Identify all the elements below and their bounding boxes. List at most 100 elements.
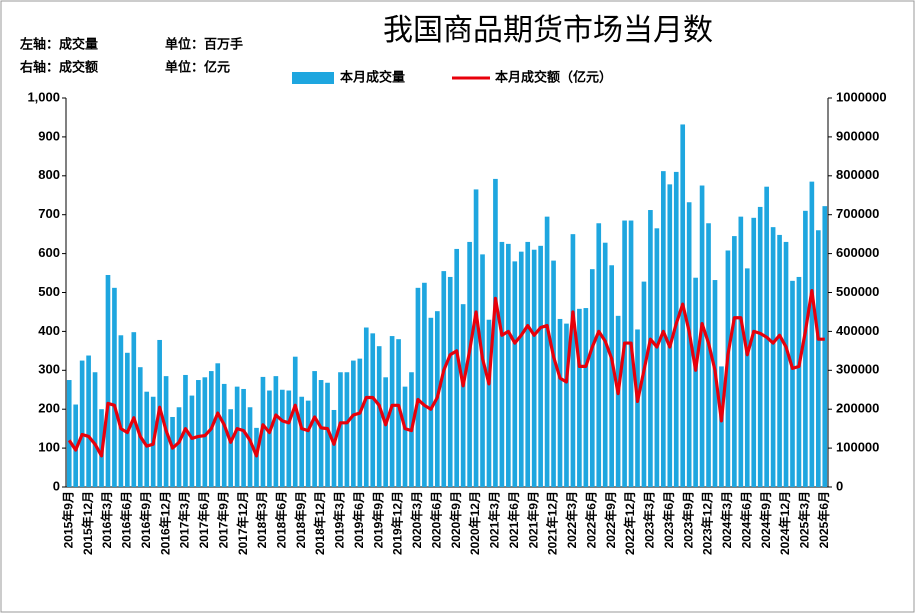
bar <box>447 276 453 487</box>
bar <box>822 206 828 487</box>
bar <box>422 282 427 487</box>
y-tick-label: 100 <box>38 440 60 455</box>
bar <box>396 339 401 487</box>
bar <box>506 243 511 487</box>
bar <box>686 202 692 487</box>
bar <box>525 241 531 487</box>
bar <box>363 327 369 487</box>
bar <box>228 409 233 487</box>
bar <box>415 287 421 487</box>
x-tick-label: 2025年3月 <box>797 491 812 548</box>
bar <box>176 407 182 487</box>
bar <box>538 245 543 487</box>
bar <box>796 276 802 487</box>
bar <box>783 241 789 487</box>
bar <box>234 386 240 487</box>
note: 左轴：成交量 <box>20 36 98 51</box>
y-tick-label: 500 <box>38 284 60 299</box>
bar <box>402 386 408 487</box>
bar <box>712 280 718 487</box>
bar <box>318 380 324 487</box>
bar <box>215 363 221 487</box>
bar <box>815 230 821 487</box>
bar <box>480 254 485 487</box>
bar <box>751 217 757 487</box>
bar <box>79 360 85 487</box>
y-tick-label: 0 <box>53 478 60 493</box>
x-tick-label: 2017年3月 <box>177 491 192 548</box>
bar <box>531 249 537 487</box>
bar <box>247 407 253 487</box>
bar <box>73 404 79 487</box>
x-tick-label: 2022年12月 <box>622 491 637 555</box>
bar <box>609 265 614 487</box>
x-tick-label: 2024年12月 <box>777 491 792 555</box>
x-tick-label: 2018年12月 <box>312 491 327 555</box>
bar <box>273 376 279 487</box>
bar <box>125 352 130 487</box>
bar <box>790 280 795 487</box>
bar <box>118 335 124 487</box>
bar <box>757 206 763 488</box>
bar <box>732 236 737 487</box>
x-tick-label: 2021年9月 <box>525 491 540 548</box>
bar <box>112 287 117 487</box>
bar <box>654 228 660 487</box>
y2-tick-label: 900000 <box>836 128 879 143</box>
y2-tick-label: 300000 <box>836 362 879 377</box>
x-tick-label: 2016年3月 <box>99 491 114 548</box>
bar <box>486 319 492 487</box>
y2-tick-label: 100000 <box>836 440 879 455</box>
bar <box>351 360 356 487</box>
x-tick-label: 2021年6月 <box>506 491 521 548</box>
bar <box>66 380 72 487</box>
x-tick-label: 2020年12月 <box>467 491 482 555</box>
x-tick-label: 2023年12月 <box>700 491 715 555</box>
bar <box>344 372 350 487</box>
x-tick-label: 2021年3月 <box>487 491 502 548</box>
x-tick-label: 2017年12月 <box>235 491 250 555</box>
bar <box>564 323 569 487</box>
bar <box>131 332 137 487</box>
y-tick-label: 300 <box>38 362 60 377</box>
legend-label: 本月成交量 <box>340 69 405 84</box>
bar <box>473 189 479 488</box>
chart-title: 我国商品期货市场当月数 <box>383 13 713 48</box>
x-tick-label: 2018年3月 <box>254 491 269 548</box>
y2-tick-label: 1000000 <box>836 89 887 104</box>
bar <box>615 315 621 487</box>
x-tick-label: 2024年6月 <box>738 491 753 548</box>
bar <box>596 223 602 487</box>
bar <box>803 210 808 487</box>
x-tick-label: 2020年6月 <box>428 491 443 548</box>
x-tick-label: 2021年12月 <box>545 491 560 555</box>
bar <box>202 377 208 487</box>
bar <box>292 356 298 487</box>
y-tick-label: 200 <box>38 401 60 416</box>
bar <box>770 227 776 487</box>
bar <box>286 390 292 487</box>
x-tick-label: 2025年6月 <box>816 491 831 548</box>
bar <box>312 371 317 487</box>
x-tick-label: 2022年6月 <box>583 491 598 548</box>
bar <box>641 281 647 487</box>
bar <box>305 400 311 487</box>
line <box>67 288 825 458</box>
bar <box>777 234 782 487</box>
x-tick-label: 2024年9月 <box>758 491 773 548</box>
x-tick-label: 2016年6月 <box>119 491 134 548</box>
bar <box>661 171 666 487</box>
y2-tick-label: 0 <box>836 478 843 493</box>
x-tick-label: 2016年9月 <box>138 491 153 548</box>
x-tick-label: 2022年9月 <box>603 491 618 548</box>
y2-tick-label: 600000 <box>836 245 879 260</box>
x-tick-label: 2015年12月 <box>80 491 95 555</box>
bar <box>493 178 498 488</box>
bar <box>583 308 589 487</box>
bar <box>105 274 111 487</box>
bar <box>92 372 98 487</box>
x-tick-label: 2015年9月 <box>60 491 75 548</box>
bar <box>460 304 466 487</box>
bar <box>376 346 382 487</box>
